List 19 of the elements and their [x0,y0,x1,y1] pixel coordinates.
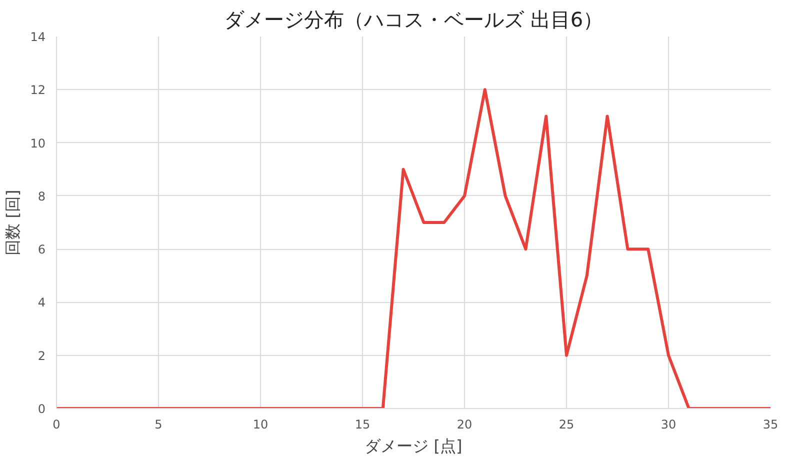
y-tick-label: 14 [30,30,46,44]
y-tick-label: 6 [38,242,46,257]
y-tick-label: 12 [30,83,46,98]
y-tick-label: 8 [38,189,46,204]
x-tick-label: 10 [252,418,268,432]
y-tick-label: 2 [38,348,46,363]
y-axis-title: 回数 [回] [3,190,22,256]
x-tick-label: 5 [154,418,162,432]
x-tick-label: 0 [52,418,60,432]
x-tick-label: 15 [354,418,370,432]
x-tick-label: 25 [558,418,574,432]
y-tick-label: 4 [38,296,46,310]
x-tick-label: 35 [762,418,778,432]
y-tick-label: 10 [30,136,46,150]
x-axis-title: ダメージ [点] [364,436,462,456]
chart-title: ダメージ分布（ハコス・ベールズ 出目6） [224,8,604,32]
x-tick-label: 30 [660,418,676,432]
x-tick-label: 20 [456,418,472,432]
y-tick-label: 0 [38,402,46,416]
